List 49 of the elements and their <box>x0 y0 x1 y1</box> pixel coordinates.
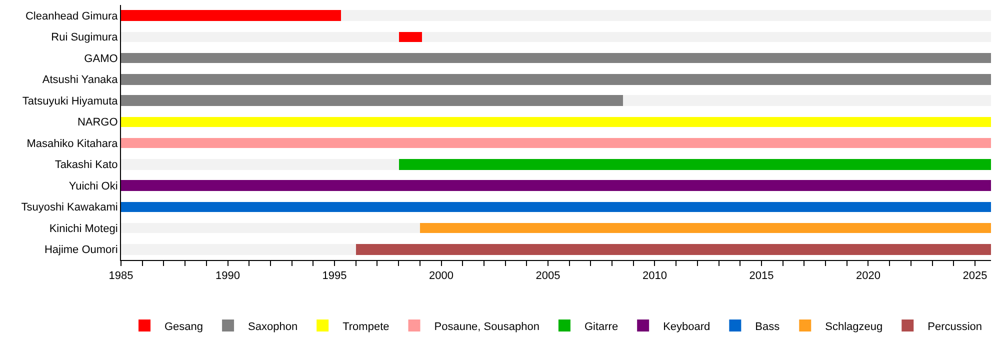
x-tick-label: 2010 <box>642 270 667 282</box>
y-tick-label: Yuichi Oki <box>68 180 118 192</box>
y-tick-label: Tsuyoshi Kawakami <box>21 202 118 214</box>
legend-label: Percussion <box>928 320 982 333</box>
x-tick-label: 1985 <box>108 270 134 282</box>
y-tick-label: Cleanhead Gimura <box>25 10 119 22</box>
bar <box>399 159 991 170</box>
y-tick-label: Kinichi Motegi <box>49 222 118 235</box>
bar <box>341 10 991 21</box>
legend-label: Gitarre <box>584 320 618 333</box>
legend-label: Trompete <box>342 320 390 333</box>
legend-label: Gesang <box>164 320 204 333</box>
y-tick-label: Hajime Oumori <box>44 244 118 256</box>
bar <box>121 53 991 63</box>
bar <box>121 117 991 127</box>
legend-label: Bass <box>755 320 780 333</box>
legend-label: Schlagzeug <box>825 320 883 333</box>
bar <box>121 74 991 85</box>
legend-label: Posaune, Sousaphon <box>434 320 540 333</box>
x-tick-label: 2025 <box>962 270 988 282</box>
bar <box>623 95 991 106</box>
bar <box>121 95 623 106</box>
y-tick-label: NARGO <box>77 116 118 129</box>
bar <box>422 32 991 42</box>
bar <box>420 223 991 233</box>
bar <box>121 159 399 170</box>
x-tick-label: 2020 <box>856 270 880 282</box>
x-tick-label: 1995 <box>322 270 347 282</box>
bar <box>356 244 991 255</box>
bar <box>121 223 420 233</box>
y-tick-label: Masahiko Kitahara <box>26 138 119 150</box>
x-tick-label: 2005 <box>536 270 560 282</box>
y-tick-label: Takashi Kato <box>54 159 118 172</box>
y-tick-label: Tatsuyuki Hiyamuta <box>22 95 119 108</box>
x-tick-label: 1990 <box>216 270 240 282</box>
bar <box>121 10 341 21</box>
bar <box>121 244 356 255</box>
legend-label: Saxophon <box>248 320 298 333</box>
y-tick-label: Rui Sugimura <box>51 32 119 44</box>
bar <box>121 180 991 191</box>
x-tick-label: 2015 <box>749 270 774 282</box>
x-tick-label: 2000 <box>429 270 454 282</box>
y-tick-label: GAMO <box>84 52 118 65</box>
legend-label: Keyboard <box>663 320 710 333</box>
bar <box>121 32 399 42</box>
y-tick-label: Atsushi Yanaka <box>42 74 119 86</box>
bar <box>121 202 991 212</box>
bar <box>399 32 422 42</box>
bar <box>121 138 991 148</box>
